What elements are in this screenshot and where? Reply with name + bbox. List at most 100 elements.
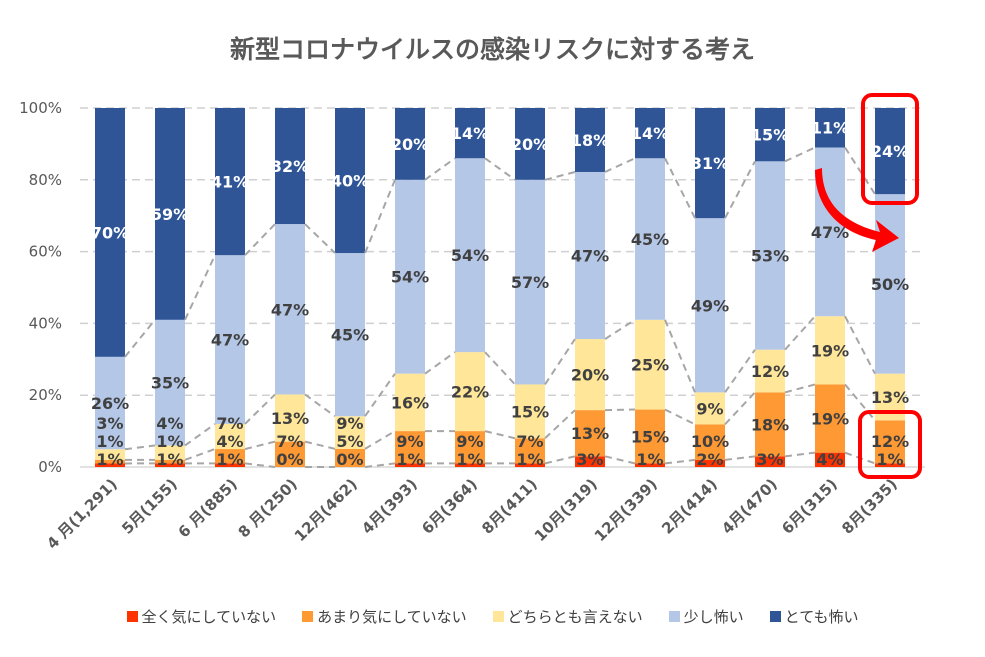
bar-segment <box>95 108 125 357</box>
bar-segment <box>215 423 245 450</box>
data-label: 25% <box>631 356 669 375</box>
data-label: 20% <box>511 135 549 154</box>
bar-segment <box>275 224 305 395</box>
bar-segment <box>95 463 125 467</box>
x-tick-label: 10月(319) <box>531 475 601 545</box>
bar-segment <box>695 459 725 467</box>
bar-segment <box>695 108 725 219</box>
series-line <box>484 430 516 440</box>
data-label: 1% <box>456 450 483 469</box>
data-label: 2% <box>696 450 723 469</box>
data-label: 18% <box>751 415 789 434</box>
legend-label: 少し怖い <box>683 608 744 626</box>
data-label: 18% <box>571 131 609 150</box>
data-label: 57% <box>511 273 549 292</box>
data-label: 19% <box>811 410 849 429</box>
bar-segment <box>695 424 725 460</box>
bar-segment <box>155 108 185 320</box>
series-line <box>604 157 636 173</box>
bar-segment <box>515 108 545 180</box>
bar-segment <box>275 108 305 225</box>
bar-segment <box>635 158 665 320</box>
series-line <box>184 423 216 447</box>
bar-segment <box>155 463 185 467</box>
series-line <box>184 448 216 461</box>
x-tick-label: 6月(315) <box>778 475 841 538</box>
arrow-icon <box>815 168 899 252</box>
bar-segment <box>215 449 245 464</box>
y-tick-label: 100% <box>19 99 62 117</box>
data-label: 47% <box>211 331 249 350</box>
highlight-box <box>861 93 919 205</box>
series-line <box>784 451 816 458</box>
data-label: 50% <box>871 275 909 294</box>
series-line <box>604 318 636 340</box>
data-label: 47% <box>271 300 309 319</box>
series-line <box>784 146 816 163</box>
bar-segment <box>575 108 605 172</box>
legend-item: どちらとも言えない <box>492 606 643 627</box>
data-label: 14% <box>451 124 489 143</box>
legend-label: 全く気にしていない <box>141 608 277 626</box>
data-label: 9% <box>336 414 363 433</box>
x-tick-label: 6月(364) <box>418 475 481 538</box>
data-label: 45% <box>331 326 369 345</box>
data-label: 22% <box>451 383 489 402</box>
data-label: 0% <box>336 450 363 469</box>
series-line <box>544 338 576 385</box>
legend-swatch <box>126 611 138 622</box>
x-tick-label: 12月(462) <box>291 475 361 545</box>
data-label: 3% <box>96 414 123 433</box>
bar-segment <box>215 463 245 467</box>
bar-segment <box>515 384 545 439</box>
series-line <box>844 383 876 421</box>
x-tick-label: 5月(155) <box>118 475 181 538</box>
bar-segment <box>335 416 365 449</box>
series-line <box>244 223 276 256</box>
series-line <box>604 455 636 465</box>
series-line <box>124 319 156 358</box>
data-label: 49% <box>691 296 729 315</box>
bar-segment <box>455 108 485 159</box>
series-line <box>304 393 336 418</box>
data-label: 35% <box>151 374 189 393</box>
bar-segment <box>695 218 725 393</box>
data-label: 1% <box>216 450 243 469</box>
legend-item: 少し怖い <box>668 606 744 627</box>
legend-item: 全く気にしていない <box>126 606 277 627</box>
data-label: 26% <box>91 394 129 413</box>
bar-segment <box>755 349 785 393</box>
bar-segment <box>335 108 365 254</box>
series-line <box>364 373 396 417</box>
y-tick-label: 40% <box>29 314 62 332</box>
data-label: 9% <box>396 432 423 451</box>
bar-segment <box>95 356 125 450</box>
bar-segment <box>335 448 365 467</box>
series-line <box>544 409 576 440</box>
data-label: 13% <box>271 409 309 428</box>
data-label: 45% <box>631 230 669 249</box>
data-label: 15% <box>631 427 669 446</box>
series-line <box>424 157 456 181</box>
data-label: 3% <box>756 450 783 469</box>
series-line <box>184 254 216 321</box>
bar-segment <box>755 392 785 457</box>
series-line <box>844 146 876 195</box>
series-line <box>424 351 456 375</box>
bar-segment <box>215 255 245 424</box>
data-label: 1% <box>396 450 423 469</box>
series-line <box>664 408 696 426</box>
data-label: 70% <box>91 223 129 242</box>
series-line <box>724 160 756 219</box>
bar-segment <box>755 456 785 467</box>
data-label: 20% <box>571 366 609 385</box>
x-tick-label: 12月(339) <box>591 475 661 545</box>
data-label: 12% <box>751 362 789 381</box>
data-label: 13% <box>571 424 609 443</box>
legend-label: とても怖い <box>784 608 859 626</box>
data-label: 1% <box>96 432 123 451</box>
data-label: 13% <box>871 388 909 407</box>
bar-segment <box>575 456 605 467</box>
bar-segment <box>575 339 605 411</box>
